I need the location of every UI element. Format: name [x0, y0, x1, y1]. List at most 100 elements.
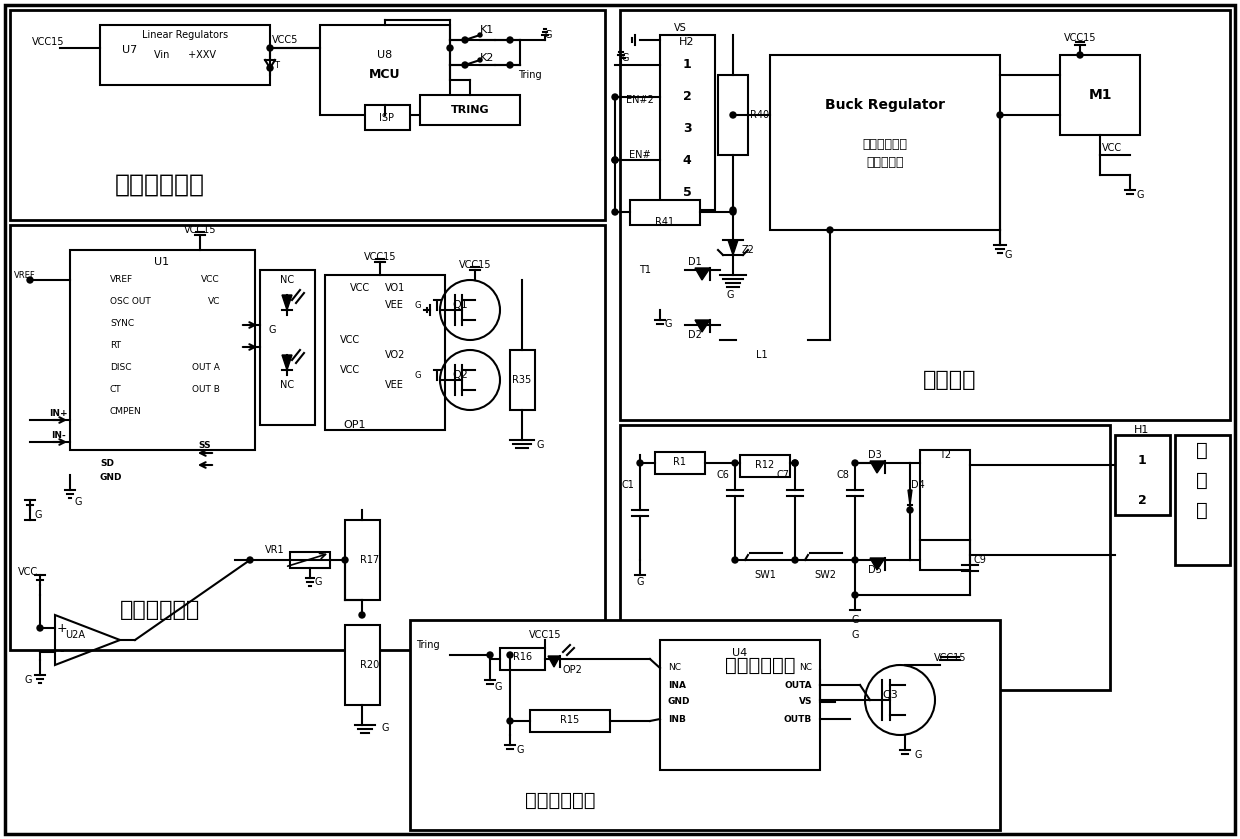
Text: 点火控制单元: 点火控制单元: [115, 173, 205, 197]
Text: Tring: Tring: [417, 640, 440, 650]
Circle shape: [1078, 52, 1083, 58]
Text: U7: U7: [123, 45, 138, 55]
Text: H1: H1: [1135, 425, 1149, 435]
Text: VO1: VO1: [384, 283, 405, 293]
Text: G: G: [414, 300, 422, 310]
Text: D2: D2: [688, 330, 702, 340]
Circle shape: [613, 157, 618, 163]
Circle shape: [446, 45, 453, 51]
Text: Tring: Tring: [518, 70, 542, 80]
Text: L1: L1: [756, 350, 768, 360]
Text: U8: U8: [377, 50, 393, 60]
Polygon shape: [694, 268, 711, 280]
Text: Vin      +XXV: Vin +XXV: [154, 50, 216, 60]
Circle shape: [507, 62, 513, 68]
Text: 火: 火: [1197, 440, 1208, 460]
Text: C7: C7: [776, 470, 790, 480]
Text: C8: C8: [837, 470, 849, 480]
Polygon shape: [870, 461, 885, 473]
Text: 2: 2: [1137, 493, 1146, 507]
Text: G: G: [636, 577, 644, 587]
Bar: [69, 250, 255, 450]
Circle shape: [507, 37, 513, 43]
Circle shape: [27, 277, 33, 283]
Text: U4: U4: [733, 648, 748, 658]
Polygon shape: [694, 320, 711, 332]
Circle shape: [267, 65, 273, 71]
Text: VCC15: VCC15: [184, 225, 216, 235]
Text: VEE: VEE: [384, 380, 404, 390]
Bar: [620, 425, 1110, 690]
Text: VCC15: VCC15: [528, 630, 562, 640]
Bar: [529, 710, 610, 732]
Circle shape: [906, 507, 913, 513]
Text: G: G: [74, 497, 82, 507]
Polygon shape: [281, 295, 291, 310]
Text: SW1: SW1: [754, 570, 776, 580]
Text: Q1: Q1: [453, 300, 467, 310]
Text: G: G: [851, 615, 859, 625]
Text: ISP: ISP: [379, 113, 394, 123]
Text: U2A: U2A: [64, 630, 86, 640]
Text: IN-: IN-: [51, 431, 66, 440]
Bar: [10, 10, 605, 220]
Text: OP1: OP1: [343, 420, 366, 430]
Text: 1: 1: [683, 59, 692, 71]
Text: G: G: [495, 682, 502, 692]
Text: OSC OUT: OSC OUT: [110, 298, 151, 306]
Circle shape: [730, 207, 737, 213]
Polygon shape: [281, 355, 291, 370]
Bar: [345, 625, 379, 705]
Text: Z2: Z2: [742, 245, 754, 255]
Text: C9: C9: [973, 555, 987, 565]
Bar: [660, 35, 715, 210]
Text: VCC5: VCC5: [272, 35, 298, 45]
Text: VCC15: VCC15: [1064, 33, 1096, 43]
Circle shape: [792, 460, 799, 466]
Text: Q2: Q2: [453, 370, 467, 380]
Text: G: G: [914, 750, 921, 760]
Text: G: G: [536, 440, 544, 450]
Polygon shape: [870, 558, 885, 570]
Polygon shape: [548, 656, 560, 667]
Text: R15: R15: [560, 715, 579, 725]
Circle shape: [507, 652, 513, 658]
Text: SYNC: SYNC: [110, 320, 134, 329]
Text: G: G: [314, 577, 321, 587]
Text: 塞: 塞: [1197, 501, 1208, 519]
Bar: [510, 350, 534, 410]
Text: VCC: VCC: [350, 283, 370, 293]
Circle shape: [247, 557, 253, 563]
Text: D4: D4: [911, 480, 925, 490]
Text: VCC: VCC: [340, 335, 360, 345]
Text: R35: R35: [512, 375, 532, 385]
Bar: [290, 552, 330, 568]
Text: 2: 2: [683, 91, 692, 103]
Bar: [1060, 55, 1140, 135]
Text: NC: NC: [280, 275, 294, 285]
Text: R17: R17: [361, 555, 379, 565]
Text: 花: 花: [1197, 471, 1208, 489]
Circle shape: [732, 460, 738, 466]
Text: SW2: SW2: [813, 570, 836, 580]
Text: VCC15: VCC15: [363, 252, 397, 262]
Circle shape: [792, 557, 799, 563]
Bar: [630, 200, 701, 225]
Text: DISC: DISC: [110, 363, 131, 373]
Text: G: G: [381, 723, 389, 733]
Text: K1: K1: [480, 25, 494, 35]
Text: VCC: VCC: [201, 275, 219, 284]
Text: VCC15: VCC15: [934, 653, 966, 663]
Bar: [620, 10, 1230, 420]
Text: G: G: [1136, 190, 1143, 200]
Circle shape: [852, 557, 858, 563]
Text: VCC: VCC: [340, 365, 360, 375]
Text: VCC: VCC: [17, 567, 38, 577]
Text: G: G: [665, 319, 672, 329]
Text: D3: D3: [868, 450, 882, 460]
Text: VS: VS: [799, 697, 812, 706]
Text: M1: M1: [1089, 88, 1112, 102]
Text: VREF: VREF: [14, 270, 36, 279]
Bar: [500, 648, 546, 670]
Text: R1: R1: [673, 457, 687, 467]
